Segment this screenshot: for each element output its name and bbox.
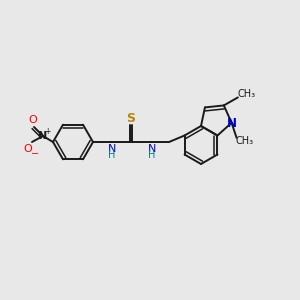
Text: N: N	[38, 131, 48, 141]
Text: H: H	[108, 150, 116, 160]
Text: N: N	[226, 117, 237, 130]
Text: S: S	[127, 112, 136, 124]
Text: O: O	[24, 144, 32, 154]
Text: CH₃: CH₃	[236, 136, 253, 146]
Text: +: +	[44, 128, 51, 136]
Text: CH₃: CH₃	[238, 89, 256, 99]
Text: N: N	[108, 144, 116, 154]
Text: H: H	[148, 150, 156, 160]
Text: O: O	[28, 115, 38, 125]
Text: N: N	[148, 144, 156, 154]
Text: −: −	[31, 149, 39, 159]
